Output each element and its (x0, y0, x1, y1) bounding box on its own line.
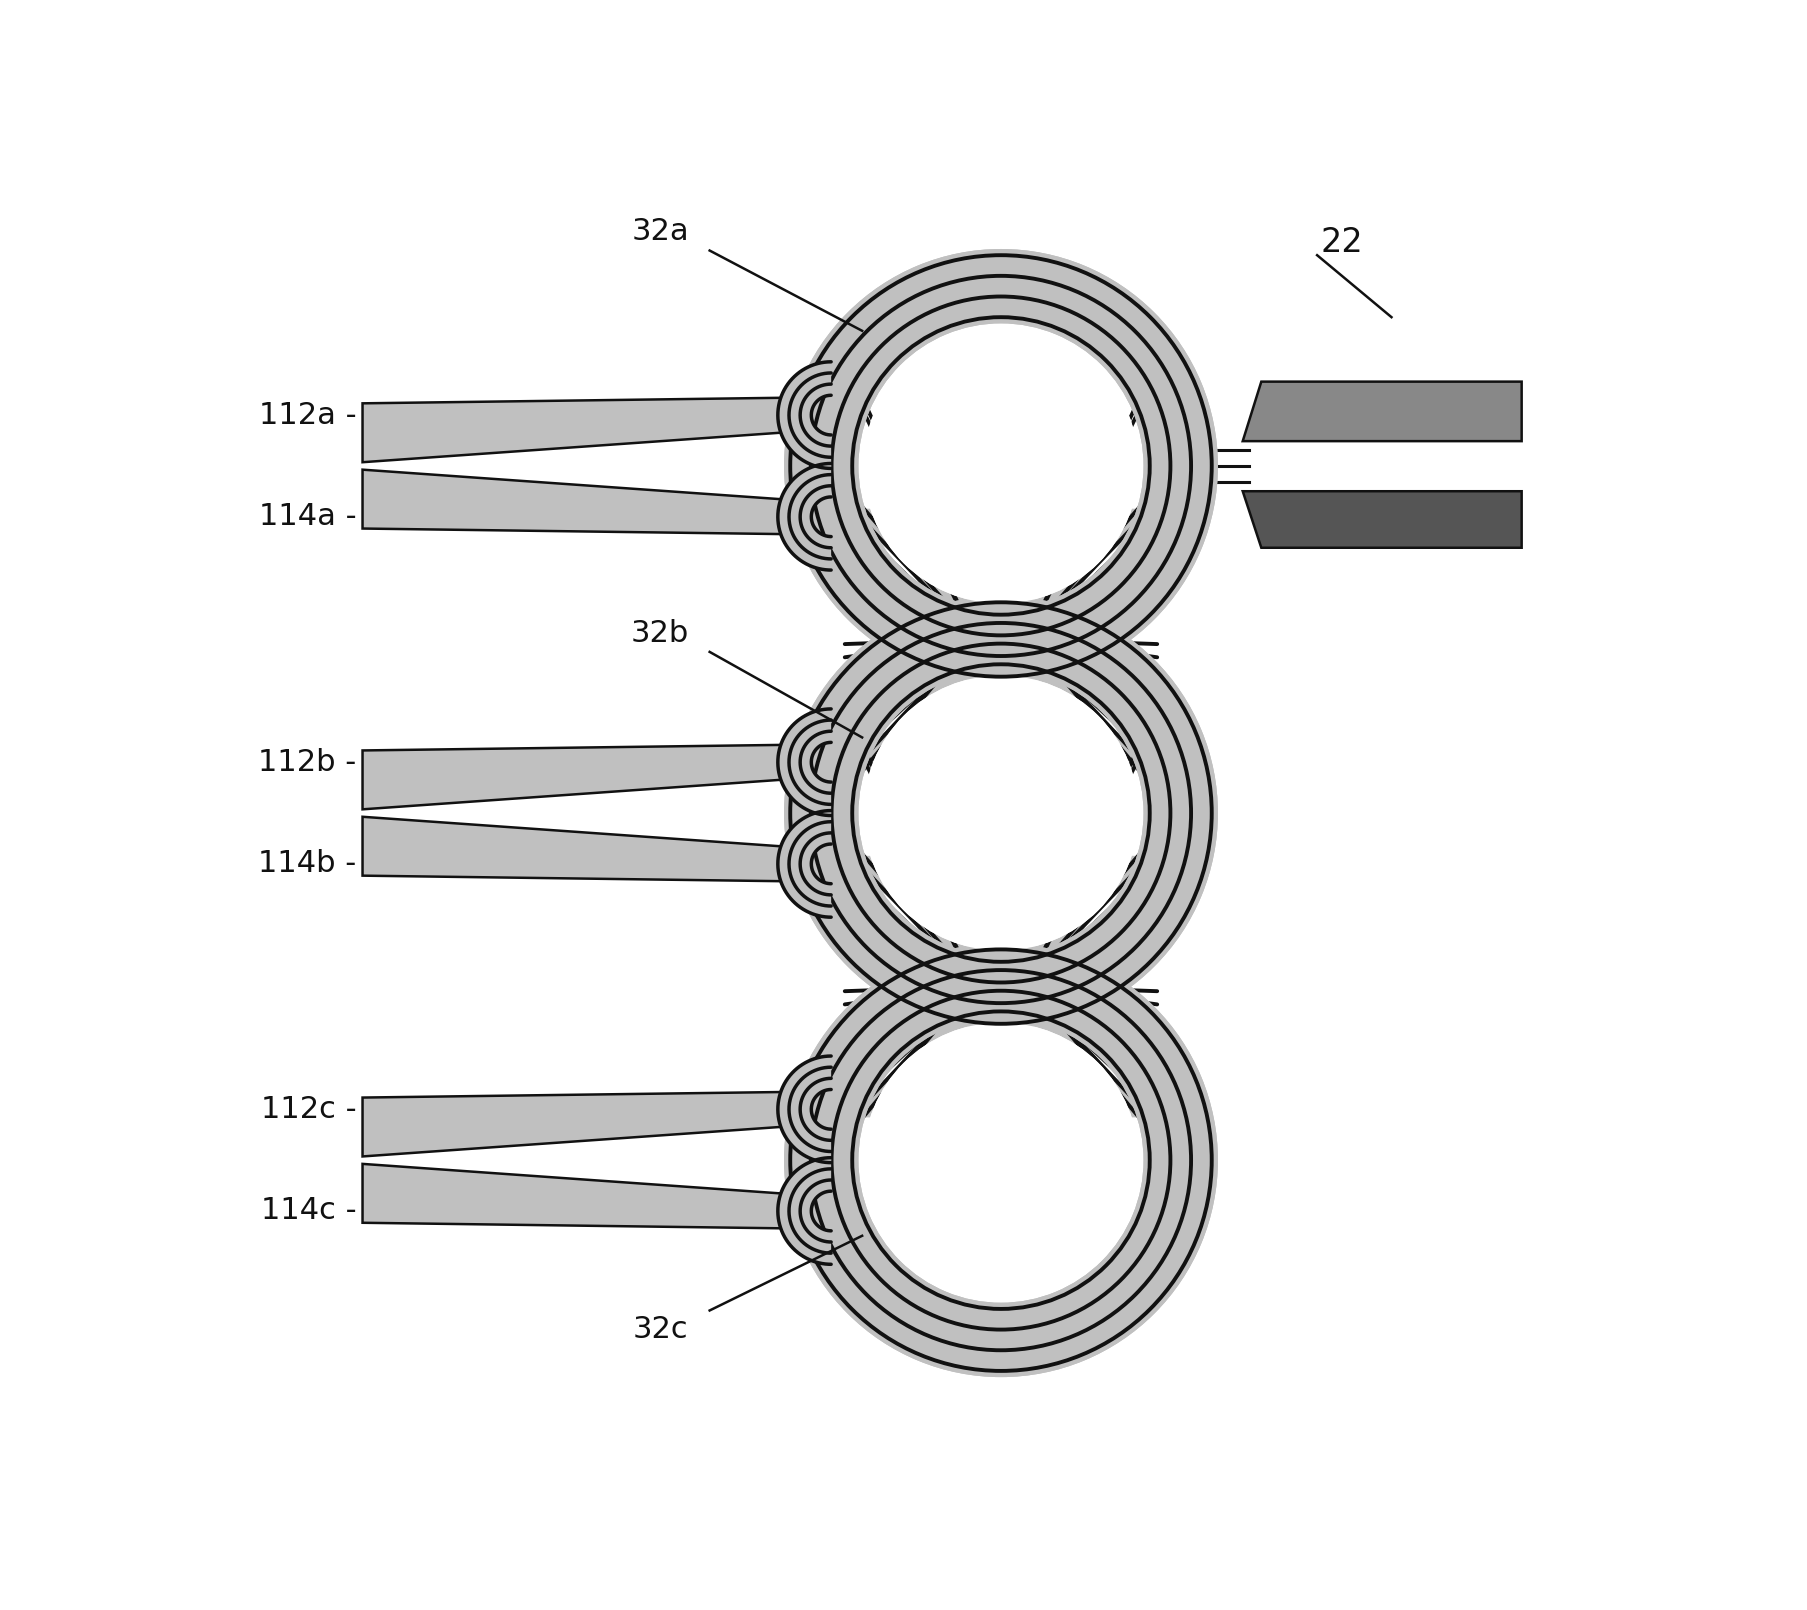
Polygon shape (777, 464, 831, 570)
Polygon shape (844, 646, 1156, 770)
Polygon shape (1241, 491, 1521, 547)
Text: 114a -: 114a - (258, 502, 356, 531)
Text: 114b -: 114b - (258, 850, 356, 879)
Circle shape (864, 328, 1138, 604)
Text: 110b —: 110b — (891, 799, 997, 828)
Polygon shape (363, 398, 784, 462)
Text: 112b -: 112b - (258, 747, 356, 776)
Polygon shape (844, 857, 1156, 980)
Polygon shape (363, 745, 784, 810)
Wedge shape (784, 250, 1218, 683)
Text: 32b: 32b (631, 618, 688, 647)
Text: 22: 22 (1319, 227, 1362, 259)
Wedge shape (784, 943, 1218, 1377)
Polygon shape (777, 810, 831, 918)
Circle shape (864, 676, 1138, 950)
Polygon shape (777, 1056, 831, 1162)
Circle shape (864, 1022, 1138, 1298)
Polygon shape (1241, 382, 1521, 441)
Wedge shape (784, 250, 1218, 683)
Polygon shape (363, 1092, 784, 1156)
Wedge shape (784, 596, 1218, 1030)
Circle shape (864, 676, 1138, 950)
Text: 112a -: 112a - (258, 401, 356, 430)
Text: 114c -: 114c - (260, 1196, 356, 1225)
Polygon shape (363, 1164, 784, 1228)
Polygon shape (844, 993, 1156, 1117)
Polygon shape (777, 708, 831, 816)
Text: 110c —: 110c — (893, 1146, 997, 1174)
Polygon shape (777, 1158, 831, 1264)
Circle shape (864, 1022, 1138, 1298)
Polygon shape (363, 470, 784, 535)
Text: 110a —: 110a — (891, 452, 997, 480)
Wedge shape (784, 596, 1218, 1030)
Polygon shape (777, 362, 831, 469)
Polygon shape (844, 509, 1156, 633)
Text: 32c: 32c (632, 1315, 687, 1344)
Polygon shape (363, 816, 784, 881)
Text: 112c -: 112c - (260, 1095, 356, 1124)
Text: 32a: 32a (631, 217, 688, 246)
Circle shape (864, 328, 1138, 604)
Wedge shape (784, 943, 1218, 1377)
